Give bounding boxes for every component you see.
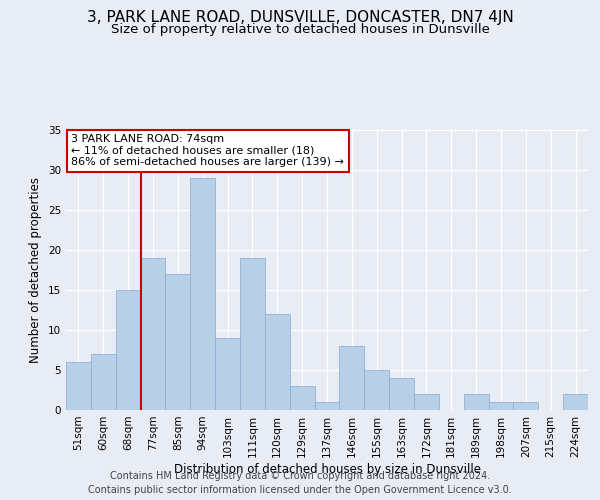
Bar (66, 362, 91, 410)
Bar (364, 370, 389, 410)
Bar (166, 274, 190, 410)
Bar (340, 346, 364, 410)
Bar (314, 402, 340, 410)
X-axis label: Distribution of detached houses by size in Dunsville: Distribution of detached houses by size … (173, 462, 481, 475)
Text: Size of property relative to detached houses in Dunsville: Size of property relative to detached ho… (110, 22, 490, 36)
Bar (563, 394, 588, 410)
Y-axis label: Number of detached properties: Number of detached properties (29, 177, 43, 363)
Bar (240, 258, 265, 410)
Bar (265, 314, 290, 410)
Bar (488, 402, 514, 410)
Bar (464, 394, 488, 410)
Bar (414, 394, 439, 410)
Bar (116, 290, 140, 410)
Bar (514, 402, 538, 410)
Text: 3 PARK LANE ROAD: 74sqm
← 11% of detached houses are smaller (18)
86% of semi-de: 3 PARK LANE ROAD: 74sqm ← 11% of detache… (71, 134, 344, 168)
Text: Contains HM Land Registry data © Crown copyright and database right 2024.
Contai: Contains HM Land Registry data © Crown c… (88, 471, 512, 495)
Bar (140, 258, 166, 410)
Bar (290, 386, 314, 410)
Text: 3, PARK LANE ROAD, DUNSVILLE, DONCASTER, DN7 4JN: 3, PARK LANE ROAD, DUNSVILLE, DONCASTER,… (86, 10, 514, 25)
Bar (215, 338, 240, 410)
Bar (190, 178, 215, 410)
Bar (389, 378, 414, 410)
Bar (91, 354, 116, 410)
